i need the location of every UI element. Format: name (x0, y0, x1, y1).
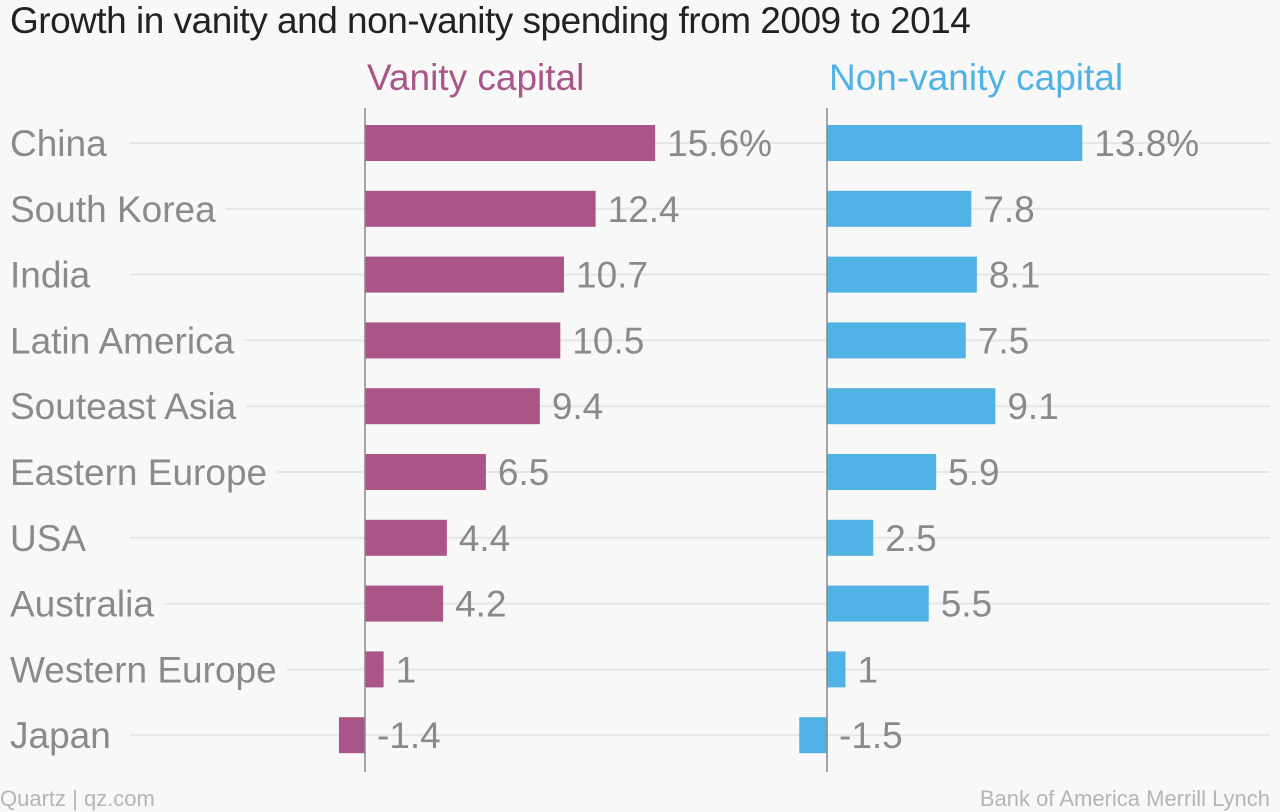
bar (827, 519, 874, 556)
data-label: 10.7 (576, 255, 648, 296)
data-label: 9.1 (1007, 386, 1058, 427)
data-label: 15.6% (667, 123, 772, 164)
data-label: 1 (858, 649, 879, 690)
category-label: Japan (10, 715, 111, 756)
bar (365, 388, 540, 425)
bar (338, 717, 365, 754)
data-label: 2.5 (885, 518, 936, 559)
data-label: 7.5 (978, 320, 1029, 361)
bar (827, 388, 996, 425)
bar-chart: China South Korea India Latin America Soutea… (0, 57, 1270, 772)
bar (799, 717, 827, 754)
category-label: South Korea (10, 189, 216, 230)
category-label: China (10, 123, 107, 164)
bar (827, 585, 929, 622)
bar (365, 256, 565, 293)
category-label: Latin America (10, 320, 235, 361)
label-background (0, 517, 97, 558)
bar (827, 322, 966, 359)
bar (827, 454, 937, 490)
label-background (0, 188, 226, 229)
category-label: India (10, 255, 91, 296)
data-label: -1.5 (839, 715, 903, 756)
data-label: 9.4 (552, 386, 603, 427)
data-label: 10.5 (572, 320, 644, 361)
category-label: Western Europe (10, 649, 277, 690)
data-label: 6.5 (498, 452, 549, 493)
data-label: 5.5 (941, 584, 992, 625)
label-background (0, 452, 278, 492)
series-title: Vanity capital (367, 57, 584, 98)
label-background (0, 583, 164, 624)
data-label: 8.1 (989, 255, 1040, 296)
label-background (0, 386, 247, 427)
data-label: 7.8 (983, 189, 1034, 230)
bar (827, 651, 846, 688)
data-label: 13.8% (1094, 123, 1199, 164)
bar (365, 190, 596, 227)
data-label: 4.2 (455, 584, 506, 625)
category-label: Souteast Asia (10, 386, 237, 427)
data-label: 1 (396, 649, 417, 690)
data-label: 12.4 (608, 189, 680, 230)
data-label: 5.9 (948, 452, 999, 493)
chart-title: Growth in vanity and non-vanity spending… (10, 0, 971, 41)
category-label: Eastern Europe (10, 452, 267, 493)
series-title: Non-vanity capital (829, 57, 1123, 98)
footer-source: Bank of America Merrill Lynch (979, 786, 1270, 811)
label-background (0, 715, 121, 756)
data-label: 4.4 (459, 518, 510, 559)
label-background (0, 649, 287, 690)
bar (365, 651, 384, 688)
label-background (0, 254, 101, 295)
bar (827, 190, 972, 227)
footer-credit: Quartz | qz.com (0, 786, 155, 811)
category-label: Australia (10, 584, 154, 625)
bar (365, 519, 447, 556)
bar (365, 322, 561, 359)
bar (827, 125, 1083, 161)
bar (365, 125, 656, 161)
label-background (0, 320, 245, 361)
label-background (0, 123, 117, 163)
bar (365, 454, 486, 490)
category-label: USA (10, 518, 86, 559)
data-label: -1.4 (377, 715, 441, 756)
bar (365, 585, 444, 622)
bar (827, 256, 977, 293)
